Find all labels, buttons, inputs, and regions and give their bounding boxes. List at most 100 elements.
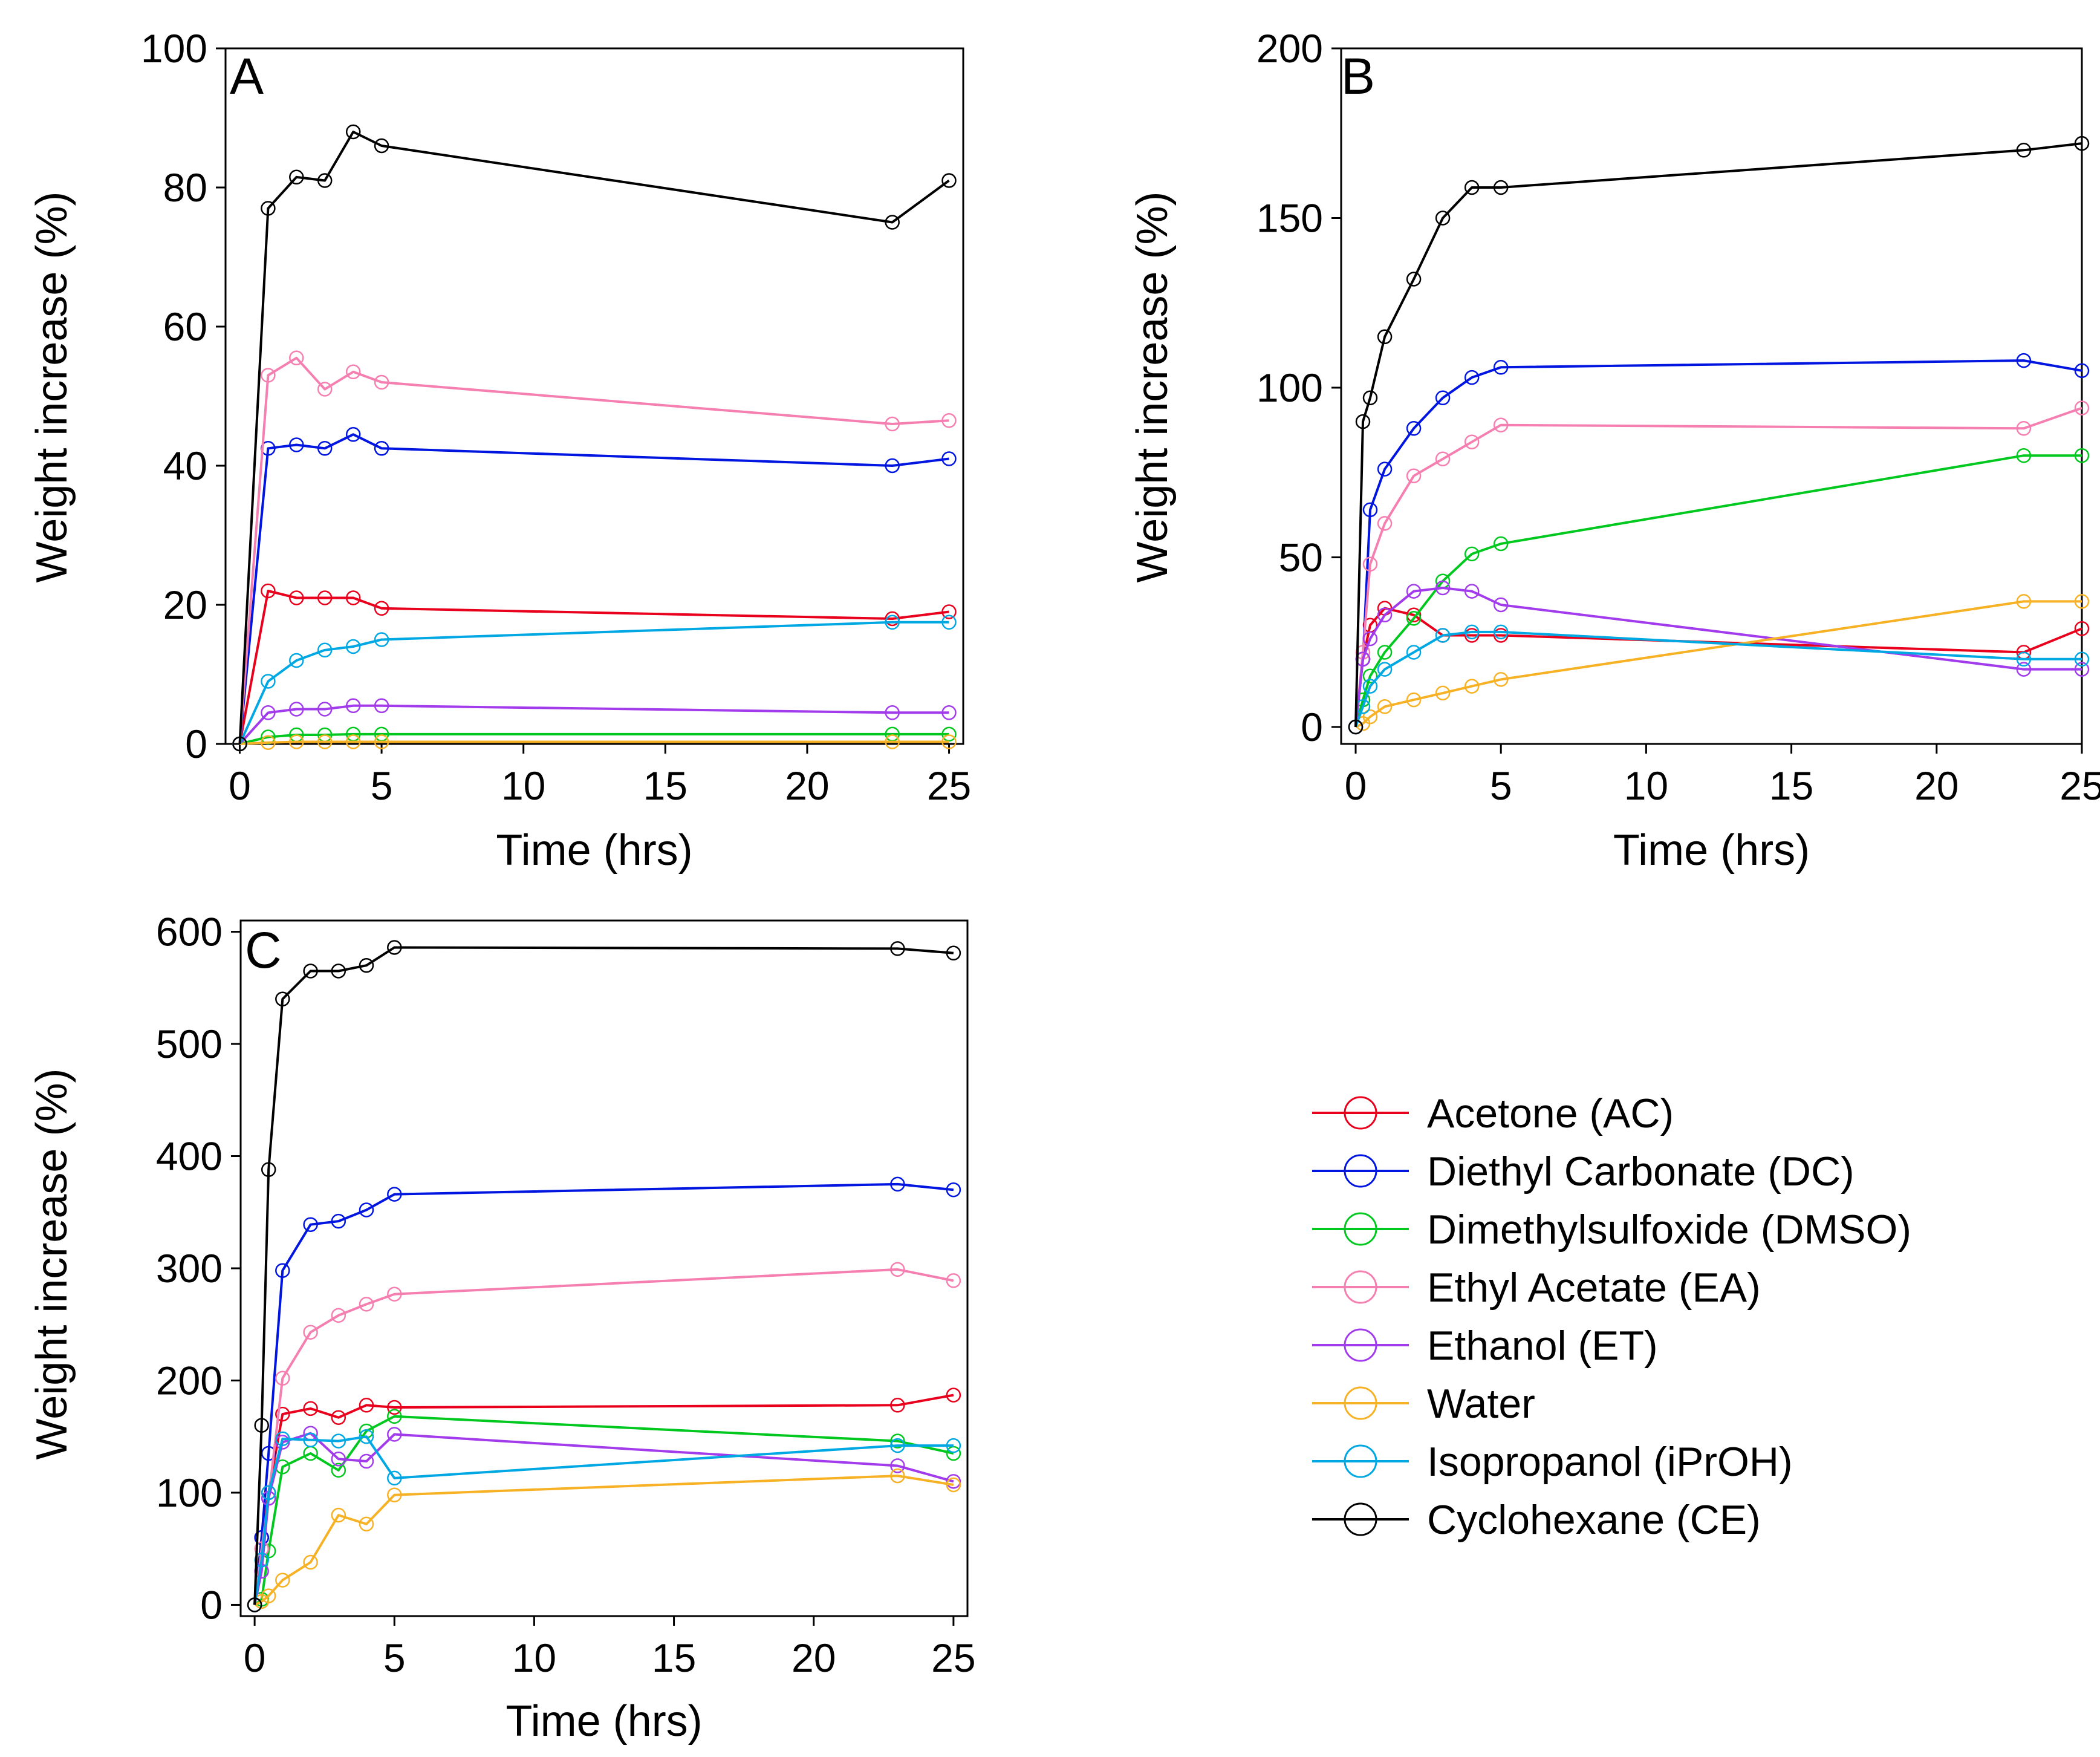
data-point: [275, 991, 290, 1007]
chart-panel-a: 0 5 10 15 20 25 0 20 40 60 80 100 Time (hrs) Weight i…: [28, 26, 971, 875]
legend-item-diethyl-carbonate-dc: Diethyl Carbonate (DC): [1312, 1149, 1855, 1195]
x-tick-label: 5: [371, 763, 393, 808]
y-tick-label: 20: [163, 582, 207, 627]
chart-panel-b: 0 5 10 15 20 25 0 50 100 150 200 Time (hrs) Weight i…: [1128, 26, 2100, 875]
x-tick-label: 15: [643, 763, 688, 808]
data-point: [331, 1433, 346, 1449]
chart-panel-c: 0 5 10 15 20 25 0 100 200 300 400 500 600 Time (hrs) W…: [28, 910, 976, 1746]
data-point: [261, 1162, 276, 1178]
data-point: [331, 1410, 346, 1425]
data-point: [890, 1398, 905, 1413]
y-tick-label: 200: [156, 1358, 223, 1403]
data-point: [885, 215, 900, 230]
data-point: [1406, 584, 1422, 599]
y-tick-label: 400: [156, 1134, 223, 1179]
data-point: [359, 957, 374, 973]
data-point: [331, 1462, 346, 1478]
data-point: [941, 173, 957, 188]
plot-frame: [1340, 47, 2083, 745]
x-tick-label: 10: [501, 763, 545, 808]
data-point: [345, 639, 361, 654]
data-point: [254, 1553, 269, 1568]
data-point: [941, 413, 957, 428]
data-point: [941, 604, 957, 619]
data-point: [303, 963, 318, 979]
data-point: [946, 945, 961, 961]
data-point: [1435, 580, 1451, 596]
data-point: [387, 1487, 402, 1502]
data-point: [1377, 461, 1393, 477]
data-point: [289, 169, 304, 185]
data-point: [317, 441, 333, 456]
y-tick-label: 0: [1301, 705, 1323, 749]
data-point: [1435, 685, 1451, 701]
y-tick-label: 100: [1256, 365, 1323, 410]
y-tick-label: 100: [156, 1470, 223, 1515]
data-point: [890, 1176, 905, 1192]
legend: Acetone (AC) Diethyl Carbonate (DC) Dimeth…: [1312, 1090, 1911, 1543]
data-point: [1362, 668, 1378, 684]
data-point: [946, 1474, 961, 1489]
series-line: [253, 1435, 954, 1605]
data-point: [261, 674, 276, 689]
legend-label: Diethyl Carbonate (DC): [1427, 1149, 1855, 1195]
data-point: [2074, 400, 2090, 416]
data-point: [261, 368, 276, 383]
data-point: [1435, 451, 1451, 467]
data-point: [261, 201, 276, 216]
data-point: [387, 1286, 402, 1302]
legend-label: Cyclohexane (CE): [1427, 1497, 1761, 1543]
series-ethanol-et: [1348, 580, 2090, 735]
legend-label: Dimethylsulfoxide (DMSO): [1427, 1207, 1911, 1253]
series-line: [1354, 587, 2082, 728]
data-point: [275, 1573, 290, 1588]
data-point: [1377, 607, 1393, 623]
data-point: [941, 734, 957, 749]
data-point: [261, 583, 276, 599]
data-point: [289, 590, 304, 605]
data-point: [1406, 645, 1422, 660]
x-tick-label: 25: [927, 763, 971, 808]
data-point: [2016, 143, 2032, 158]
legend-label: Ethanol (ET): [1427, 1323, 1658, 1369]
data-point: [890, 1262, 905, 1277]
data-point: [345, 590, 361, 605]
data-point: [359, 1516, 374, 1532]
data-point: [1362, 679, 1378, 694]
data-point: [1348, 719, 1364, 735]
data-point: [387, 940, 402, 955]
data-point: [2074, 448, 2090, 463]
data-point: [1406, 692, 1422, 708]
data-point: [890, 1458, 905, 1473]
series-line: [1354, 454, 2082, 728]
data-point: [359, 1297, 374, 1312]
data-point: [303, 1432, 318, 1448]
legend-label: Acetone (AC): [1427, 1090, 1674, 1136]
data-point: [387, 1427, 402, 1442]
data-point: [303, 1217, 318, 1232]
data-point: [2016, 421, 2032, 436]
data-point: [359, 1453, 374, 1469]
series-line: [239, 704, 949, 745]
x-tick-label: 20: [1914, 763, 1959, 808]
data-point: [254, 1418, 269, 1433]
data-point: [387, 1400, 402, 1415]
legend-marker: [1344, 1212, 1377, 1246]
data-point: [303, 1554, 318, 1570]
data-point: [2074, 594, 2090, 609]
data-point: [1362, 709, 1378, 725]
data-point: [2074, 651, 2090, 667]
data-point: [2016, 353, 2032, 368]
data-point: [941, 705, 957, 720]
data-point: [359, 1429, 374, 1444]
data-point: [331, 963, 346, 979]
data-point: [2016, 448, 2032, 463]
data-point: [1493, 672, 1509, 687]
series-line: [238, 590, 949, 745]
series-cyclohexane-ce: [247, 940, 961, 1612]
series-line: [253, 946, 954, 1605]
y-axis-title: Weight increase (%): [1128, 192, 1177, 583]
data-point: [331, 1452, 346, 1467]
data-point: [275, 1435, 290, 1450]
